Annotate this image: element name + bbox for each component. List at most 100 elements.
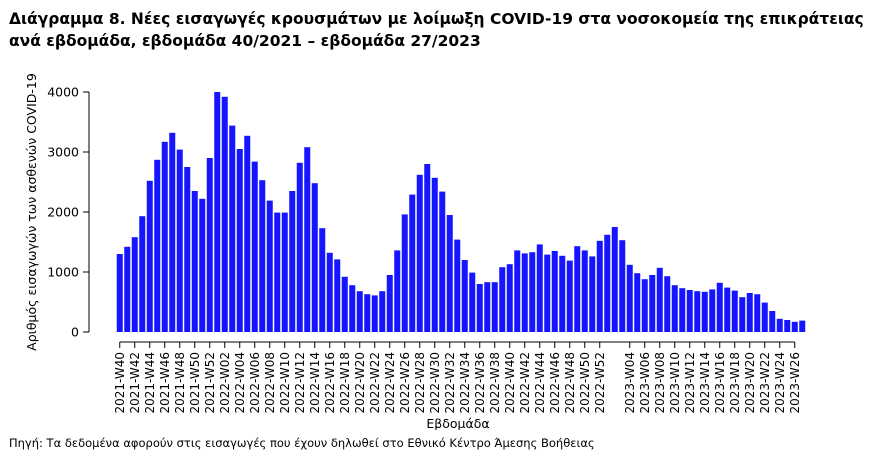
bar (319, 228, 326, 332)
chart-title: Διάγραμμα 8. Νέες εισαγωγές κρουσμάτων μ… (9, 8, 864, 52)
x-tick-label: 2022-W10 (278, 352, 292, 414)
bar (686, 290, 693, 332)
x-tick-label: 2022-W40 (503, 352, 517, 414)
chart-title-line-1: Διάγραμμα 8. Νέες εισαγωγές κρουσμάτων μ… (9, 10, 864, 28)
x-tick-label: 2021-W50 (188, 352, 202, 414)
bar (476, 284, 483, 332)
bars (116, 92, 806, 332)
bar (326, 252, 333, 332)
bar (506, 264, 513, 332)
x-tick-label: 2023-W14 (698, 352, 712, 414)
bar (574, 246, 581, 332)
bar (364, 294, 371, 332)
x-tick-label: 2022-W18 (338, 352, 352, 414)
y-tick-label: 1000 (47, 265, 79, 280)
bar (356, 291, 363, 332)
bar (176, 149, 183, 332)
y-tick-label: 0 (71, 325, 79, 340)
x-tick-label: 2022-W50 (578, 352, 592, 414)
x-tick-label: 2023-W18 (728, 352, 742, 414)
bar (349, 285, 356, 332)
bar (439, 191, 446, 332)
bar (694, 291, 701, 332)
bar (626, 264, 633, 332)
bar (521, 253, 528, 332)
bar (394, 250, 401, 332)
x-tick-label: 2022-W08 (263, 352, 277, 414)
bar (184, 167, 191, 332)
x-tick-label: 2022-W04 (233, 352, 247, 414)
bar (754, 294, 761, 332)
x-tick-label: 2022-W36 (473, 352, 487, 414)
x-tick-label: 2023-W26 (788, 352, 802, 414)
bar (664, 276, 671, 332)
y-tick-label: 3000 (47, 145, 79, 160)
x-tick-label: 2023-W12 (683, 352, 697, 414)
x-tick-label: 2023-W08 (653, 352, 667, 414)
bar (266, 200, 273, 332)
bar (289, 191, 296, 332)
bar (484, 282, 491, 332)
source-note: Πηγή: Τα δεδομένα αφορούν στις εισαγωγές… (9, 436, 595, 450)
bar (131, 237, 138, 332)
bar (244, 135, 251, 332)
bar (499, 267, 506, 332)
bar (304, 147, 311, 332)
bar (611, 227, 618, 332)
bar (724, 287, 731, 332)
x-tick-label: 2023-W16 (713, 352, 727, 414)
bar (589, 256, 596, 332)
y-tick-label: 2000 (47, 205, 79, 220)
bar (229, 125, 236, 332)
bar (371, 295, 378, 332)
x-axis: 2021-W40 2021-W42 2021-W44 2021-W46 2021-W48… (113, 341, 802, 414)
bar (656, 267, 663, 332)
bar (461, 260, 468, 332)
bar (416, 174, 423, 332)
bar (544, 254, 551, 332)
bar (746, 293, 753, 332)
bar (206, 158, 213, 332)
x-tick-label: 2022-W34 (458, 352, 472, 414)
bar (566, 260, 573, 332)
bar (739, 297, 746, 332)
x-tick-label: 2021-W42 (128, 352, 142, 414)
bar (139, 216, 146, 332)
x-tick-label: 2022-W26 (398, 352, 412, 414)
bar (776, 318, 783, 332)
bar (529, 252, 536, 332)
bar (701, 291, 708, 332)
bar (596, 240, 603, 332)
bar (679, 288, 686, 332)
bar (799, 320, 806, 332)
x-tick-label: 2022-W42 (518, 352, 532, 414)
x-tick-label: 2021-W46 (158, 352, 172, 414)
bar (424, 164, 431, 332)
bar (116, 254, 123, 332)
x-tick-label: 2022-W48 (563, 352, 577, 414)
bar (469, 272, 476, 332)
bar (154, 159, 161, 332)
chart-title-line-2: ανά εβδομάδα, εβδομάδα 40/2021 – εβδομάδ… (9, 32, 481, 50)
bar (604, 234, 611, 332)
bar-chart: 0 1000 2000 3000 4000 2021-W40 2021-W42 2021-W… (24, 73, 806, 430)
bar (251, 161, 258, 332)
bar (341, 276, 348, 332)
bar (259, 180, 266, 332)
bar (124, 246, 131, 332)
bar (536, 244, 543, 332)
bar (446, 215, 453, 332)
bar (214, 92, 221, 332)
bar (199, 198, 206, 332)
x-tick-label: 2022-W22 (368, 352, 382, 414)
y-axis-label: Αριθμός εισαγωγών των ασθενών COVID-19 (24, 73, 39, 351)
bar (281, 212, 288, 332)
x-tick-label: 2022-W12 (293, 352, 307, 414)
bar (311, 183, 318, 332)
bar (551, 251, 558, 332)
bar (514, 250, 521, 332)
bar (581, 250, 588, 332)
x-tick-label: 2022-W20 (353, 352, 367, 414)
bar (491, 282, 498, 332)
y-tick-label: 4000 (47, 85, 79, 100)
